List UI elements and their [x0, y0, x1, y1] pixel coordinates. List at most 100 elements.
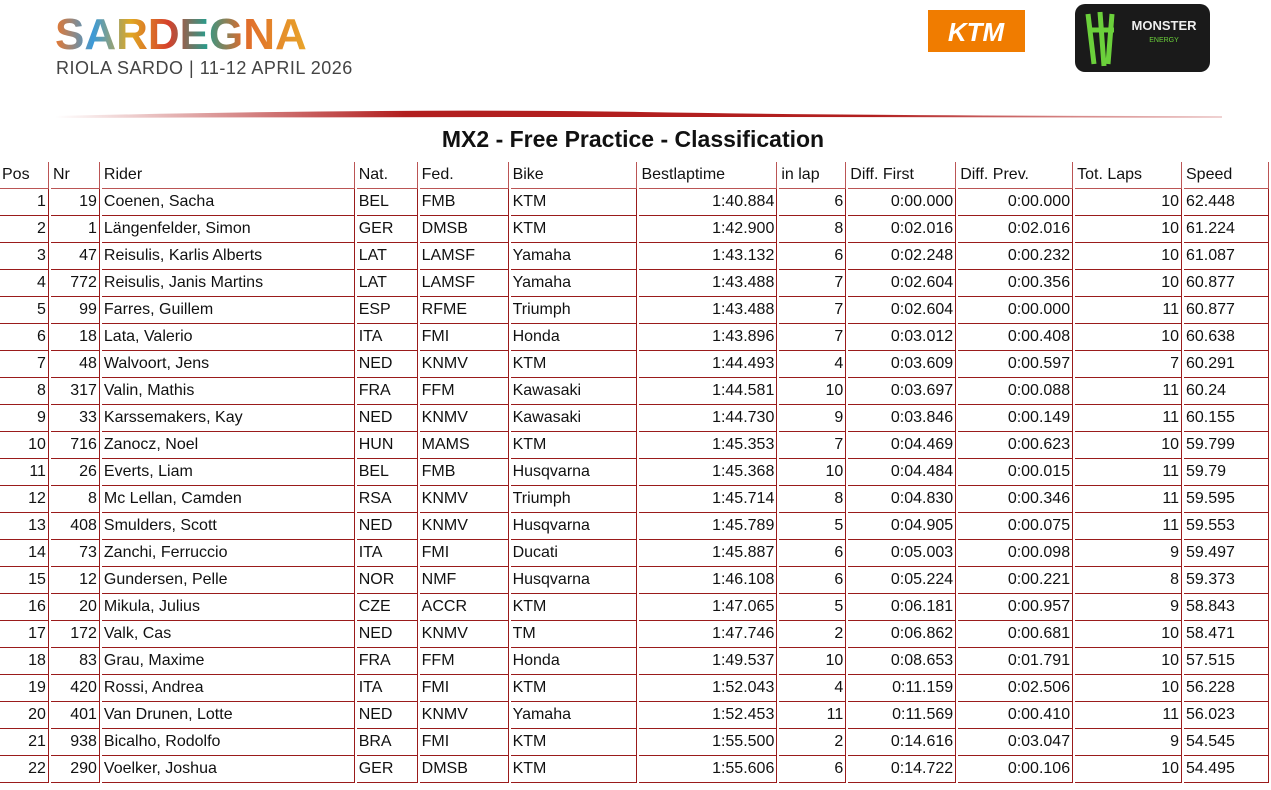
table-cell: 73 — [50, 540, 100, 567]
table-cell: 10 — [1075, 216, 1182, 243]
table-cell: 0:02.016 — [848, 216, 957, 243]
table-cell: 5 — [779, 594, 847, 621]
table-cell: Ducati — [510, 540, 638, 567]
event-subtitle: RIOLA SARDO | 11-12 APRIL 2026 — [56, 58, 353, 78]
table-cell: FFM — [419, 378, 509, 405]
table-cell: 20 — [50, 594, 100, 621]
table-cell: 1:47.065 — [639, 594, 778, 621]
table-cell: 8 — [779, 216, 847, 243]
table-cell: NED — [356, 405, 418, 432]
table-cell: 0:00.098 — [958, 540, 1074, 567]
table-cell: LAMSF — [419, 243, 509, 270]
table-cell: 54.495 — [1184, 756, 1269, 783]
table-cell: Zanocz, Noel — [101, 432, 355, 459]
table-cell: 11 — [1075, 405, 1182, 432]
table-cell: 62.448 — [1184, 189, 1269, 216]
table-cell: Everts, Liam — [101, 459, 355, 486]
table-cell: DMSB — [419, 216, 509, 243]
table-cell: 7 — [779, 297, 847, 324]
table-row: 15 12 Gundersen, Pelle NOR NMF Husqvarna 1:46.… — [0, 567, 1269, 594]
table-cell: 10 — [1075, 621, 1182, 648]
table-cell: 10 — [1075, 648, 1182, 675]
table-cell: 0:03.697 — [848, 378, 957, 405]
table-cell: 57.515 — [1184, 648, 1269, 675]
column-header: Bestlaptime — [639, 162, 778, 189]
table-cell: KTM — [510, 351, 638, 378]
table-cell: KNMV — [419, 621, 509, 648]
table-row: 3 47 Reisulis, Karlis Alberts LAT LAMSF Yamah… — [0, 243, 1269, 270]
table-cell: 11 — [0, 459, 49, 486]
table-cell: 4 — [779, 675, 847, 702]
table-cell: 0:02.016 — [958, 216, 1074, 243]
table-cell: KNMV — [419, 351, 509, 378]
table-cell: 1:44.730 — [639, 405, 778, 432]
table-cell: FMB — [419, 189, 509, 216]
table-cell: 16 — [0, 594, 49, 621]
table-cell: RSA — [356, 486, 418, 513]
table-cell: 2 — [779, 621, 847, 648]
table-cell: KTM — [510, 189, 638, 216]
table-cell: Reisulis, Janis Martins — [101, 270, 355, 297]
table-cell: 2 — [779, 729, 847, 756]
table-cell: 1:43.132 — [639, 243, 778, 270]
table-cell: MAMS — [419, 432, 509, 459]
table-row: 7 48 Walvoort, Jens NED KNMV KTM 1:44.493 4 0:03… — [0, 351, 1269, 378]
table-cell: 1:46.108 — [639, 567, 778, 594]
table-cell: 0:02.604 — [848, 297, 957, 324]
column-header: Nr — [50, 162, 100, 189]
table-cell: 48 — [50, 351, 100, 378]
table-cell: FMI — [419, 675, 509, 702]
table-cell: 0:05.003 — [848, 540, 957, 567]
column-header: Nat. — [356, 162, 418, 189]
table-cell: 1 — [50, 216, 100, 243]
table-cell: 6 — [0, 324, 49, 351]
table-cell: 60.877 — [1184, 270, 1269, 297]
table-cell: Kawasaki — [510, 378, 638, 405]
column-header: Diff. Prev. — [958, 162, 1074, 189]
table-cell: 0:00.106 — [958, 756, 1074, 783]
table-cell: 1:44.581 — [639, 378, 778, 405]
table-cell: 0:00.681 — [958, 621, 1074, 648]
table-cell: 8 — [0, 378, 49, 405]
table-cell: 0:00.000 — [848, 189, 957, 216]
table-cell: Valin, Mathis — [101, 378, 355, 405]
table-row: 17 172 Valk, Cas NED KNMV TM 1:47.746 2 0:06.862… — [0, 621, 1269, 648]
table-cell: 61.224 — [1184, 216, 1269, 243]
table-cell: 1:43.488 — [639, 297, 778, 324]
table-cell: 15 — [0, 567, 49, 594]
table-cell: 1:40.884 — [639, 189, 778, 216]
table-cell: 0:06.862 — [848, 621, 957, 648]
table-cell: BRA — [356, 729, 418, 756]
table-cell: DMSB — [419, 756, 509, 783]
table-cell: Honda — [510, 648, 638, 675]
table-cell: 26 — [50, 459, 100, 486]
table-cell: 0:00.408 — [958, 324, 1074, 351]
table-cell: Yamaha — [510, 243, 638, 270]
table-cell: 60.155 — [1184, 405, 1269, 432]
table-cell: 0:00.232 — [958, 243, 1074, 270]
table-cell: 0:08.653 — [848, 648, 957, 675]
table-cell: 0:00.597 — [958, 351, 1074, 378]
table-cell: LAT — [356, 270, 418, 297]
red-swoosh — [55, 110, 1222, 118]
table-cell: 60.638 — [1184, 324, 1269, 351]
column-header: Fed. — [419, 162, 509, 189]
table-cell: 10 — [1075, 324, 1182, 351]
table-cell: 6 — [779, 189, 847, 216]
table-cell: 1:43.488 — [639, 270, 778, 297]
table-cell: 0:00.957 — [958, 594, 1074, 621]
table-cell: 0:14.722 — [848, 756, 957, 783]
table-cell: KNMV — [419, 405, 509, 432]
table-cell: 11 — [1075, 486, 1182, 513]
table-cell: Bicalho, Rodolfo — [101, 729, 355, 756]
column-header: Pos — [0, 162, 49, 189]
table-cell: 11 — [1075, 513, 1182, 540]
table-row: 20 401 Van Drunen, Lotte NED KNMV Yamaha 1:52.… — [0, 702, 1269, 729]
table-cell: 10 — [1075, 432, 1182, 459]
table-cell: 56.023 — [1184, 702, 1269, 729]
ktm-logo — [928, 10, 1025, 52]
table-cell: GER — [356, 216, 418, 243]
column-header: Tot. Laps — [1075, 162, 1182, 189]
table-cell: Voelker, Joshua — [101, 756, 355, 783]
table-cell: 60.24 — [1184, 378, 1269, 405]
